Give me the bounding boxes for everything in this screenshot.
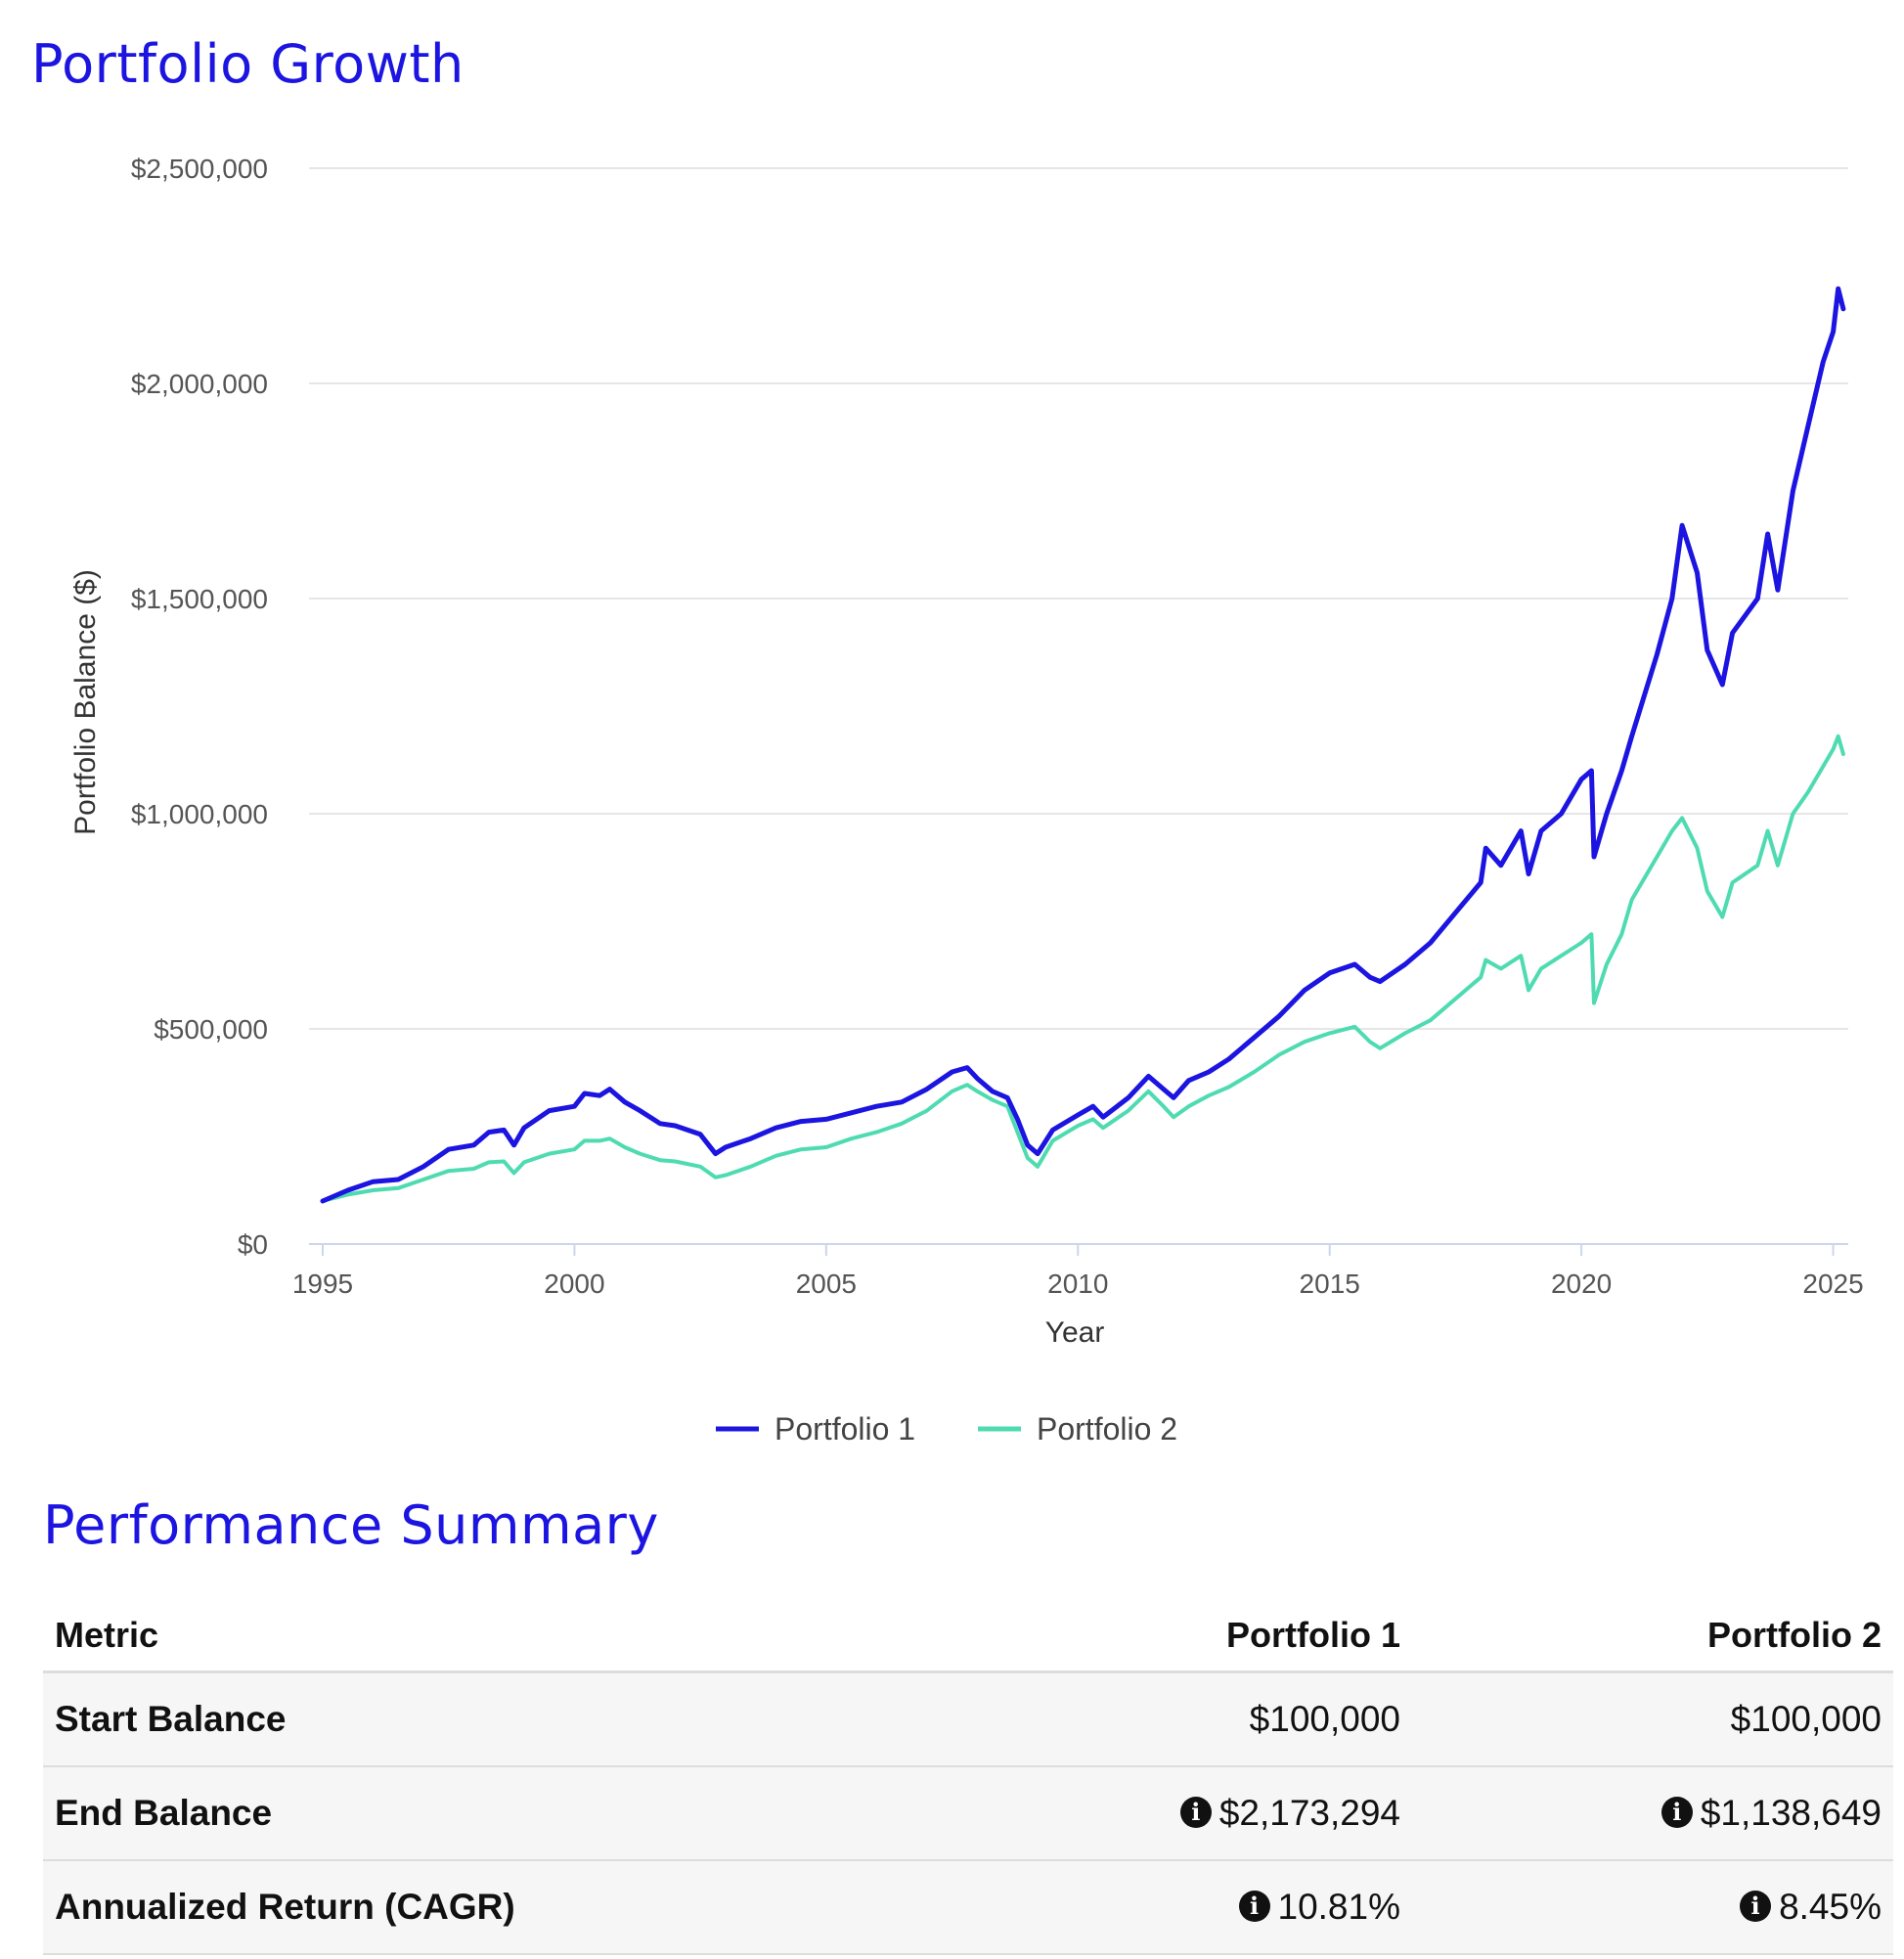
legend: Portfolio 1 Portfolio 2 xyxy=(716,1411,1177,1447)
y-tick-label: $0 xyxy=(238,1229,268,1260)
y-tick-label: $1,500,000 xyxy=(131,584,268,614)
portfolio-1-value: i $2,173,294 xyxy=(1021,1766,1412,1861)
y-tick-label: $500,000 xyxy=(154,1014,268,1045)
y-axis-label: Portfolio Balance ($) xyxy=(69,569,102,835)
chart-title: Portfolio Growth xyxy=(31,33,465,95)
portfolio-1-value: i 10.81% xyxy=(1021,1860,1412,1955)
x-tick-label: 2015 xyxy=(1300,1269,1360,1299)
value-text: 10.81% xyxy=(1277,1887,1401,1927)
header-portfolio-2: Portfolio 2 xyxy=(1412,1600,1893,1673)
table-row: Start Balance $100,000 $100,000 xyxy=(43,1671,1893,1767)
series-line-portfolio-2[interactable] xyxy=(321,734,1845,1203)
x-tick-label: 2025 xyxy=(1802,1269,1863,1299)
header-metric: Metric xyxy=(43,1600,1021,1673)
value-text: $100,000 xyxy=(1249,1699,1400,1739)
performance-summary-title: Performance Summary xyxy=(43,1494,659,1556)
x-tick-label: 2005 xyxy=(796,1269,857,1299)
info-icon[interactable]: i xyxy=(1660,1797,1693,1829)
y-tick-label: $1,000,000 xyxy=(131,799,268,829)
grid-lines xyxy=(309,167,1848,1245)
portfolio-2-value: i $1,138,649 xyxy=(1412,1766,1893,1861)
metric-name: Start Balance xyxy=(43,1671,1021,1767)
metric-name: End Balance xyxy=(43,1766,1021,1861)
info-icon[interactable]: i xyxy=(1179,1797,1212,1829)
legend-item-portfolio-2[interactable]: Portfolio 2 xyxy=(978,1411,1177,1447)
x-tick-label: 2010 xyxy=(1047,1269,1108,1299)
legend-item-portfolio-1[interactable]: Portfolio 1 xyxy=(716,1411,915,1447)
series-line-portfolio-1[interactable] xyxy=(320,286,1846,1204)
table-row: End Balance i $2,173,294 i $1,138,649 xyxy=(43,1766,1893,1861)
value-text: $100,000 xyxy=(1730,1699,1882,1739)
info-icon[interactable]: i xyxy=(1740,1891,1772,1923)
series-layer xyxy=(320,286,1846,1204)
legend-label-portfolio-1: Portfolio 1 xyxy=(775,1411,915,1447)
legend-label-portfolio-2: Portfolio 2 xyxy=(1037,1411,1177,1447)
y-axis-ticks: $0 $500,000 $1,000,000 $1,500,000 $2,000,000… xyxy=(131,154,268,1260)
y-tick-label: $2,000,000 xyxy=(131,369,268,399)
x-tick-label: 1995 xyxy=(292,1269,353,1299)
x-axis-ticks: 1995 2000 2005 2010 2015 2020 2025 xyxy=(292,1244,1864,1299)
portfolio-1-value: $100,000 xyxy=(1021,1671,1412,1767)
portfolio-2-value: $100,000 xyxy=(1412,1671,1893,1767)
header-portfolio-1: Portfolio 1 xyxy=(1021,1600,1412,1673)
portfolio-growth-chart: $0 $500,000 $1,000,000 $1,500,000 $2,000,000… xyxy=(69,154,1864,1447)
y-tick-label: $2,500,000 xyxy=(131,154,268,184)
x-tick-label: 2000 xyxy=(544,1269,604,1299)
info-icon[interactable]: i xyxy=(1238,1891,1270,1923)
table-header-row: Metric Portfolio 1 Portfolio 2 xyxy=(43,1600,1893,1673)
value-text: $1,138,649 xyxy=(1700,1793,1882,1833)
metric-name: Annualized Return (CAGR) xyxy=(43,1860,1021,1955)
value-text: 8.45% xyxy=(1779,1887,1882,1927)
portfolio-2-value: i 8.45% xyxy=(1412,1860,1893,1955)
x-tick-label: 2020 xyxy=(1551,1269,1612,1299)
table-row: Annualized Return (CAGR) i 10.81% i 8.45% xyxy=(43,1860,1893,1955)
performance-summary-table: Metric Portfolio 1 Portfolio 2 Start Bal… xyxy=(43,1600,1893,1955)
x-axis-label: Year xyxy=(1045,1316,1105,1349)
value-text: $2,173,294 xyxy=(1218,1793,1400,1833)
